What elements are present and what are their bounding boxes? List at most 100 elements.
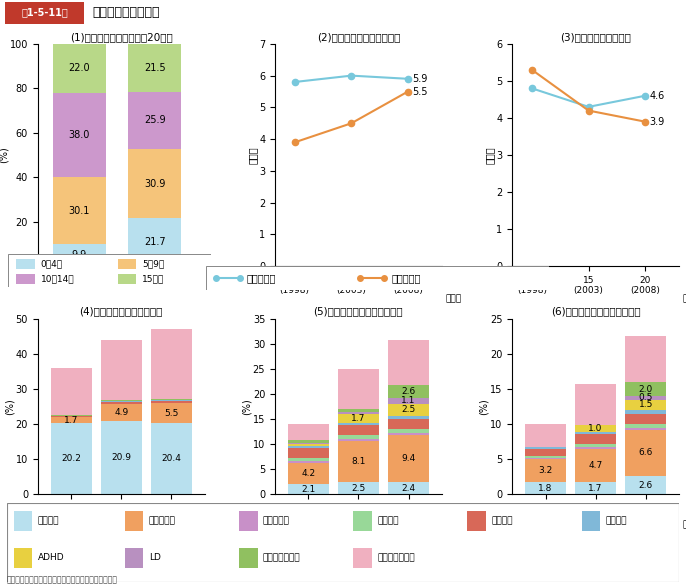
Text: 2.4: 2.4 (401, 484, 416, 493)
Bar (575, 445, 616, 448)
Bar (51, 418, 92, 424)
Text: LD: LD (149, 553, 161, 563)
Text: （年）: （年） (208, 521, 224, 529)
Bar (625, 476, 666, 494)
Text: 2.5: 2.5 (351, 484, 366, 493)
Bar (5, 2, 84, 24)
Bar (239, 511, 258, 531)
Bar (467, 511, 486, 531)
Text: 第1-5-11図: 第1-5-11図 (22, 8, 69, 18)
Bar (124, 548, 143, 568)
Bar (625, 410, 666, 414)
Text: 身体虚弱: 身体虚弱 (38, 517, 59, 525)
Text: 21.5: 21.5 (144, 63, 165, 73)
Text: 30.9: 30.9 (144, 178, 165, 188)
Bar (338, 425, 379, 435)
Bar (151, 329, 192, 399)
Text: 養護施設児等の状況: 養護施設児等の状況 (93, 6, 160, 19)
Bar (117, 259, 136, 269)
Bar (525, 458, 566, 459)
Text: 0～4歳: 0～4歳 (40, 260, 62, 269)
Y-axis label: (%): (%) (241, 398, 251, 415)
Bar (14, 511, 32, 531)
Bar (288, 448, 329, 458)
Text: （年）: （年） (445, 521, 462, 529)
Text: 9.4: 9.4 (401, 454, 416, 463)
Bar (53, 177, 106, 244)
Bar (388, 385, 429, 398)
Text: 広汎性発達障害: 広汎性発達障害 (263, 553, 300, 563)
Text: （年）: （年） (683, 521, 686, 529)
Text: てんかん: てんかん (606, 517, 628, 525)
Text: 9.9: 9.9 (72, 250, 87, 260)
Bar (575, 384, 616, 425)
Bar (625, 336, 666, 382)
Y-axis label: （歳）: （歳） (248, 146, 257, 164)
Text: 6.6: 6.6 (639, 449, 653, 457)
Text: 5.5: 5.5 (412, 87, 428, 97)
Bar (124, 511, 143, 531)
Text: 0.5: 0.5 (639, 393, 653, 402)
Bar (151, 399, 192, 400)
Bar (239, 548, 258, 568)
Bar (575, 483, 616, 494)
Text: 4.9: 4.9 (114, 408, 128, 417)
Bar (288, 440, 329, 443)
Title: (1)年齢別構成割合（平成20年）: (1)年齢別構成割合（平成20年） (70, 32, 173, 42)
Bar (625, 424, 666, 428)
Bar (128, 218, 181, 266)
Text: その他の障害等: その他の障害等 (377, 553, 415, 563)
Bar (388, 482, 429, 494)
Y-axis label: (%): (%) (4, 398, 14, 415)
Bar (338, 369, 379, 409)
Text: 1.7: 1.7 (351, 414, 366, 423)
Text: 1.1: 1.1 (401, 396, 416, 405)
Bar (525, 481, 566, 494)
Text: 4.2: 4.2 (301, 469, 316, 478)
Bar (101, 421, 142, 494)
Text: 養護施設児: 養護施設児 (247, 273, 276, 283)
Text: ADHD: ADHD (38, 553, 64, 563)
Bar (525, 456, 566, 458)
Bar (53, 244, 106, 266)
Text: （年）: （年） (683, 295, 686, 304)
Text: 2.6: 2.6 (401, 387, 416, 396)
Bar (101, 402, 142, 404)
Bar (525, 424, 566, 446)
Bar (151, 423, 192, 494)
Bar (288, 424, 329, 440)
Text: 20.9: 20.9 (111, 453, 131, 462)
Bar (338, 409, 379, 412)
Bar (117, 274, 136, 284)
Bar (288, 484, 329, 494)
Bar (338, 439, 379, 441)
Bar (525, 449, 566, 456)
Text: 2.5: 2.5 (401, 405, 416, 414)
Bar (575, 449, 616, 483)
Bar (288, 446, 329, 448)
Bar (338, 422, 379, 425)
Title: (4)心身の状況（乳児院児）: (4)心身の状況（乳児院児） (80, 307, 163, 316)
Bar (51, 368, 92, 415)
Bar (288, 463, 329, 484)
Bar (53, 93, 106, 177)
Bar (128, 149, 181, 218)
Bar (101, 340, 142, 400)
Bar (338, 412, 379, 414)
Bar (625, 428, 666, 430)
Text: 1.0: 1.0 (589, 424, 603, 433)
Text: 15歳～: 15歳～ (142, 274, 164, 283)
Bar (51, 415, 92, 416)
Text: 10～14歳: 10～14歳 (40, 274, 74, 283)
Text: 5～9歳: 5～9歳 (142, 260, 164, 269)
Bar (388, 419, 429, 429)
Title: (6)心身の状況（里親委託児）: (6)心身の状況（里親委託児） (551, 307, 641, 316)
Bar (101, 400, 142, 401)
Text: （年）: （年） (445, 295, 462, 304)
Bar (353, 548, 372, 568)
Bar (525, 459, 566, 481)
Y-axis label: (%): (%) (0, 147, 8, 163)
Bar (288, 444, 329, 446)
Text: 5.5: 5.5 (164, 408, 178, 418)
Text: 言語障害: 言語障害 (377, 517, 399, 525)
